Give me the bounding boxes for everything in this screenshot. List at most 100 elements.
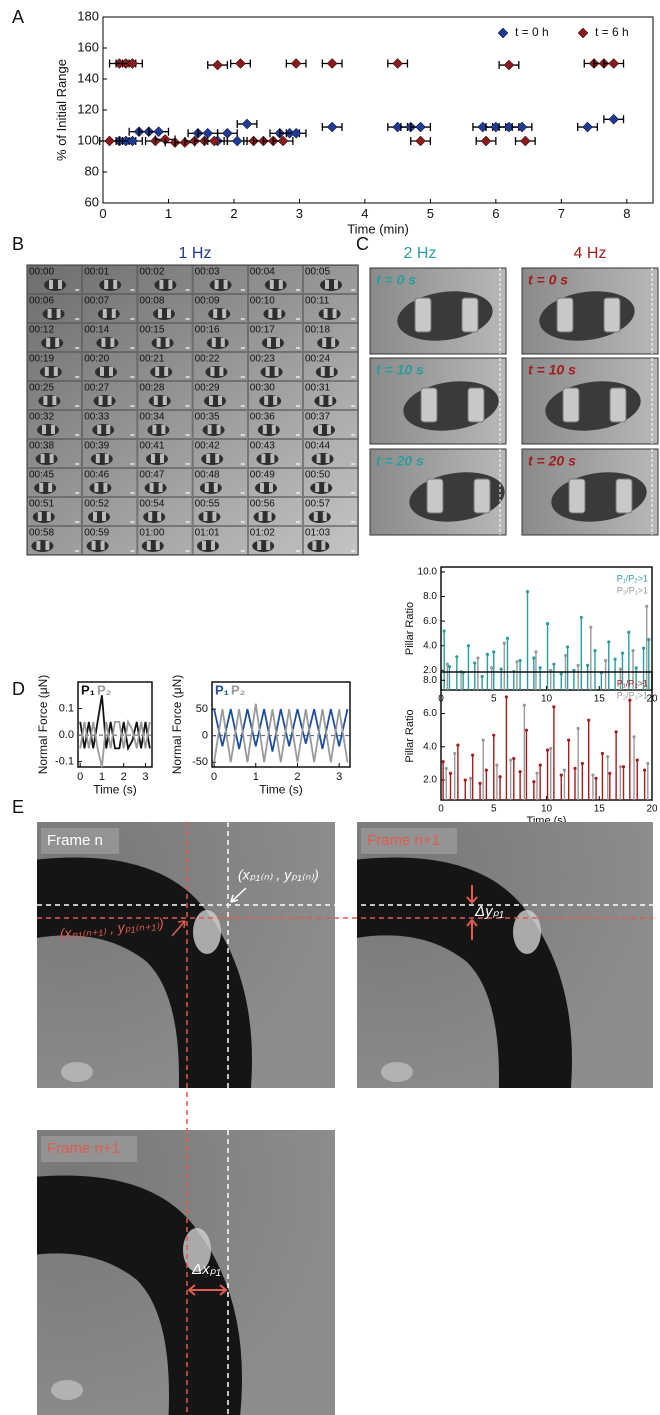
bar-marker — [485, 768, 488, 771]
x-tick-label: 4 — [361, 206, 368, 221]
pillar — [212, 338, 216, 347]
cell-shape — [41, 337, 63, 349]
cell-shape — [153, 308, 175, 320]
cell-shape — [43, 308, 65, 320]
pillar — [93, 512, 97, 521]
bar-marker — [563, 768, 566, 771]
pillar — [217, 425, 221, 434]
plot-frame — [103, 17, 653, 203]
cell-shape — [40, 366, 62, 378]
bright-spot — [513, 910, 541, 954]
data-point — [416, 122, 426, 132]
bar-marker — [632, 735, 635, 738]
bar-marker — [591, 773, 594, 776]
bar — [491, 668, 492, 690]
pillar — [277, 309, 281, 318]
pillar — [421, 388, 437, 422]
data-point — [481, 136, 491, 146]
bar-marker — [647, 638, 650, 641]
bar-marker — [506, 637, 509, 640]
bar — [550, 748, 551, 800]
bar — [607, 757, 608, 800]
bar — [446, 768, 447, 800]
cell-shape — [89, 482, 111, 494]
cell-shape — [316, 366, 338, 378]
pillar — [312, 541, 316, 550]
timestamp: 00:39 — [84, 441, 109, 452]
bar-marker — [601, 752, 604, 755]
data-point — [504, 60, 514, 70]
pillar — [36, 541, 40, 550]
pillar — [267, 338, 271, 347]
bar — [470, 778, 471, 800]
timestamp: 00:49 — [250, 470, 275, 481]
pillar — [48, 309, 52, 318]
bar-marker — [546, 749, 549, 752]
pillar — [47, 512, 51, 521]
bar — [527, 592, 528, 690]
bar-marker — [445, 767, 448, 770]
pillar — [330, 367, 334, 376]
pillar — [45, 541, 49, 550]
pillar — [209, 396, 213, 405]
timestamp: 00:30 — [250, 383, 275, 394]
cell-shape — [319, 308, 341, 320]
bar-marker — [482, 739, 485, 742]
pillar — [42, 425, 46, 434]
y-axis-label: % of Initial Range — [54, 59, 69, 161]
pillar — [279, 280, 283, 289]
cell-shape — [152, 337, 174, 349]
bar-marker — [621, 652, 624, 655]
pillar — [206, 454, 210, 463]
bar — [573, 670, 574, 690]
x-tick-label: 10 — [541, 694, 553, 705]
legend-label: P₁/P₂>1 — [617, 678, 648, 688]
timestamp: 00:55 — [195, 499, 220, 510]
bar — [620, 767, 621, 800]
timestamp: 00:51 — [29, 499, 54, 510]
pillar — [261, 454, 265, 463]
bar — [533, 782, 534, 800]
x-tick-label: 2 — [121, 771, 127, 783]
legend-label: t = 6 h — [595, 25, 629, 39]
data-point — [393, 59, 403, 69]
cell-shape — [258, 424, 280, 436]
panel-label: D — [12, 679, 25, 699]
cell-shape — [94, 395, 116, 407]
data-point — [520, 136, 530, 146]
cell-shape — [146, 453, 168, 465]
pillar — [604, 298, 620, 332]
bar-marker — [519, 659, 522, 662]
pillar — [211, 541, 215, 550]
bar — [456, 657, 457, 690]
bar — [577, 729, 578, 800]
pillar — [324, 309, 328, 318]
bar — [647, 763, 648, 800]
pillar — [54, 367, 58, 376]
bar-marker — [586, 664, 589, 667]
pillar — [331, 338, 335, 347]
cell-shape — [96, 337, 118, 349]
bar-marker — [443, 629, 446, 632]
pillar — [159, 483, 163, 492]
y-axis-label: Normal Force (μN) — [36, 675, 50, 775]
pillar — [275, 367, 279, 376]
y-axis-label: Pillar Ratio — [404, 709, 416, 762]
bar-marker — [515, 660, 518, 663]
cell-shape — [44, 279, 66, 291]
x-tick-label: 1 — [99, 771, 105, 783]
bar — [592, 775, 593, 800]
bright-spot — [61, 1062, 93, 1082]
bar — [605, 660, 606, 690]
cell-shape — [197, 540, 219, 552]
x-tick-label: 0 — [438, 804, 444, 815]
bar-marker — [446, 663, 449, 666]
cell-shape — [34, 482, 56, 494]
bar — [526, 730, 527, 800]
bar-marker — [523, 704, 526, 707]
pillar — [39, 483, 43, 492]
pillar — [103, 309, 107, 318]
bar-marker — [473, 661, 476, 664]
timestamp: 00:10 — [250, 296, 275, 307]
bar-marker — [526, 590, 529, 593]
